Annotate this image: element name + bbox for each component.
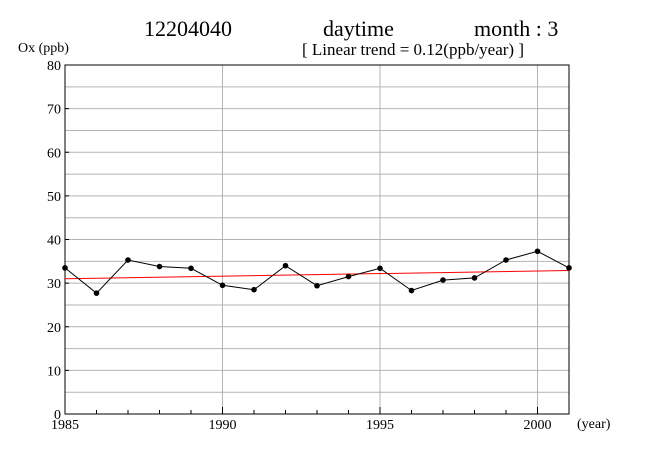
- month-label: month : 3: [474, 16, 559, 41]
- y-tick-label: 20: [47, 321, 61, 336]
- y-axis-label: Ox (ppb): [18, 41, 69, 56]
- data-point: [251, 286, 257, 293]
- x-tick-label: 2000: [524, 418, 552, 433]
- x-tick-label: 1990: [209, 418, 237, 433]
- data-point: [566, 265, 572, 271]
- station-code: 12204040: [144, 16, 232, 41]
- data-point: [62, 265, 68, 271]
- data-point: [188, 265, 194, 272]
- y-tick-label: 0: [54, 408, 61, 423]
- y-tick-label: 10: [47, 364, 61, 379]
- data-point: [282, 262, 289, 269]
- trend-label: [ Linear trend = 0.12(ppb/year) ]: [302, 40, 524, 59]
- y-tick-label: 30: [47, 277, 61, 292]
- data-point: [377, 265, 383, 272]
- y-tick-label: 80: [47, 59, 61, 74]
- data-point: [345, 273, 352, 280]
- data-point: [471, 275, 478, 281]
- data-point: [408, 287, 415, 294]
- data-point: [314, 282, 320, 289]
- data-point: [156, 263, 163, 270]
- trend-line: [64, 269, 570, 280]
- data-point: [440, 277, 446, 283]
- data-point: [503, 257, 509, 263]
- data-point: [534, 248, 541, 255]
- data-point: [219, 282, 226, 289]
- data-point: [125, 257, 131, 263]
- x-tick-label: 1995: [366, 418, 394, 433]
- x-tick-label: 1985: [51, 418, 79, 433]
- x-axis-label: (year): [577, 417, 611, 432]
- y-tick-label: 50: [47, 190, 61, 205]
- y-tick-label: 60: [47, 146, 61, 161]
- period-label: daytime: [323, 16, 394, 41]
- data-point: [93, 290, 100, 296]
- y-tick-label: 70: [47, 103, 61, 118]
- y-tick-label: 40: [47, 234, 61, 249]
